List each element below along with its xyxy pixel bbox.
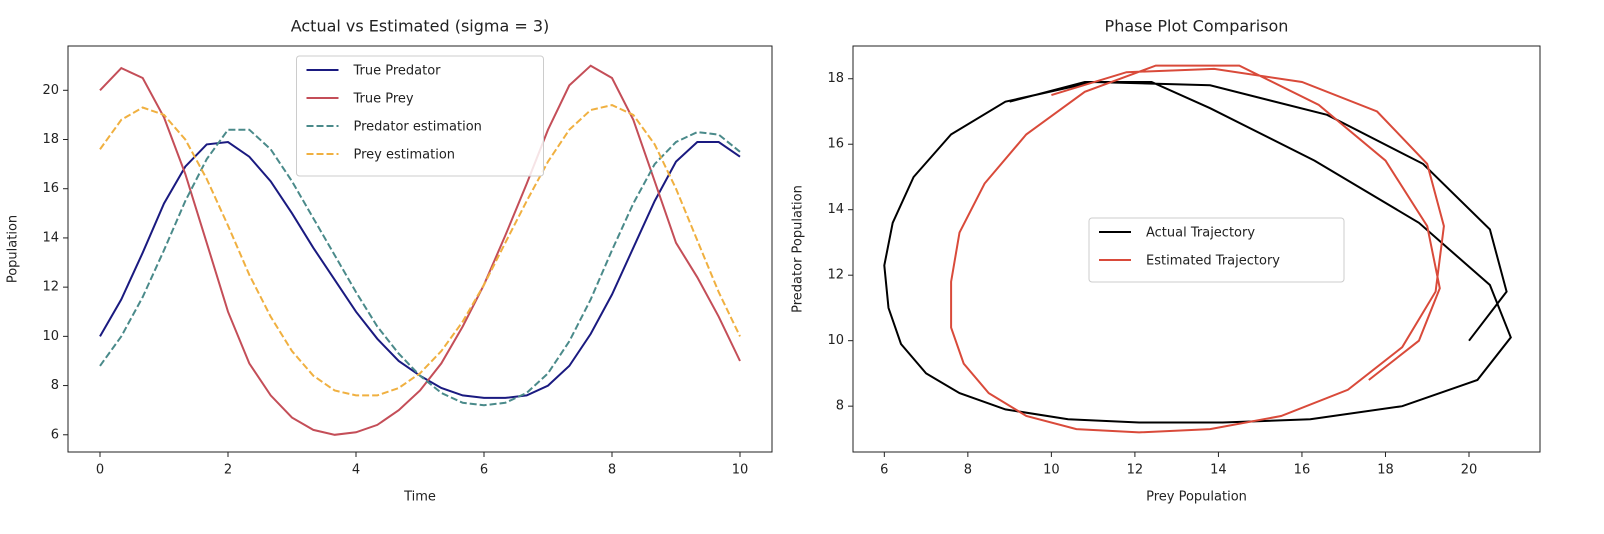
legend-label: Estimated Trajectory xyxy=(1146,254,1280,269)
x-axis-label: Time xyxy=(403,490,436,505)
x-tick-label: 8 xyxy=(608,463,616,478)
x-tick-label: 16 xyxy=(1294,463,1311,478)
y-tick-label: 16 xyxy=(42,181,59,196)
y-tick-label: 14 xyxy=(42,230,59,245)
plot-frame xyxy=(67,45,773,453)
line-series xyxy=(99,128,741,407)
y-tick-label: 8 xyxy=(51,378,59,393)
y-tick-label: 14 xyxy=(827,202,844,217)
x-axis-label: Prey Population xyxy=(1146,490,1247,505)
plot-frame xyxy=(852,45,1541,453)
y-tick-label: 16 xyxy=(827,137,844,152)
line-series xyxy=(950,64,1445,434)
y-axis-label: Population xyxy=(6,215,21,283)
legend-label: True Predator xyxy=(353,64,442,79)
legend-label: Predator estimation xyxy=(354,120,482,135)
x-tick-label: 2 xyxy=(224,463,232,478)
y-tick-label: 18 xyxy=(827,71,844,86)
legend-box xyxy=(296,55,544,177)
x-tick-label: 4 xyxy=(352,463,360,478)
chart-title: Phase Plot Comparison xyxy=(1105,17,1289,36)
x-tick-label: 6 xyxy=(880,463,888,478)
x-tick-label: 8 xyxy=(964,463,972,478)
legend-label: Prey estimation xyxy=(354,148,456,163)
x-tick-label: 20 xyxy=(1461,463,1478,478)
y-tick-label: 6 xyxy=(51,427,59,442)
x-tick-label: 12 xyxy=(1127,463,1144,478)
y-tick-label: 10 xyxy=(827,333,844,348)
legend-label: True Prey xyxy=(353,92,414,107)
line-series xyxy=(99,64,741,436)
chart-title: Actual vs Estimated (sigma = 3) xyxy=(291,17,550,36)
y-tick-label: 10 xyxy=(42,329,59,344)
line-series xyxy=(99,104,741,397)
y-tick-label: 18 xyxy=(42,132,59,147)
x-tick-label: 10 xyxy=(732,463,749,478)
y-tick-label: 20 xyxy=(42,83,59,98)
y-axis-label: Predator Population xyxy=(791,185,806,313)
x-tick-label: 18 xyxy=(1377,463,1394,478)
y-tick-label: 8 xyxy=(836,399,844,414)
x-tick-label: 6 xyxy=(480,463,488,478)
x-tick-label: 0 xyxy=(96,463,104,478)
line-series xyxy=(883,80,1512,424)
legend-box xyxy=(1088,217,1345,283)
y-tick-label: 12 xyxy=(42,280,59,295)
line-series xyxy=(99,140,741,399)
x-tick-label: 14 xyxy=(1210,463,1227,478)
legend-label: Actual Trajectory xyxy=(1146,226,1255,241)
y-tick-label: 12 xyxy=(827,268,844,283)
x-tick-label: 10 xyxy=(1043,463,1060,478)
